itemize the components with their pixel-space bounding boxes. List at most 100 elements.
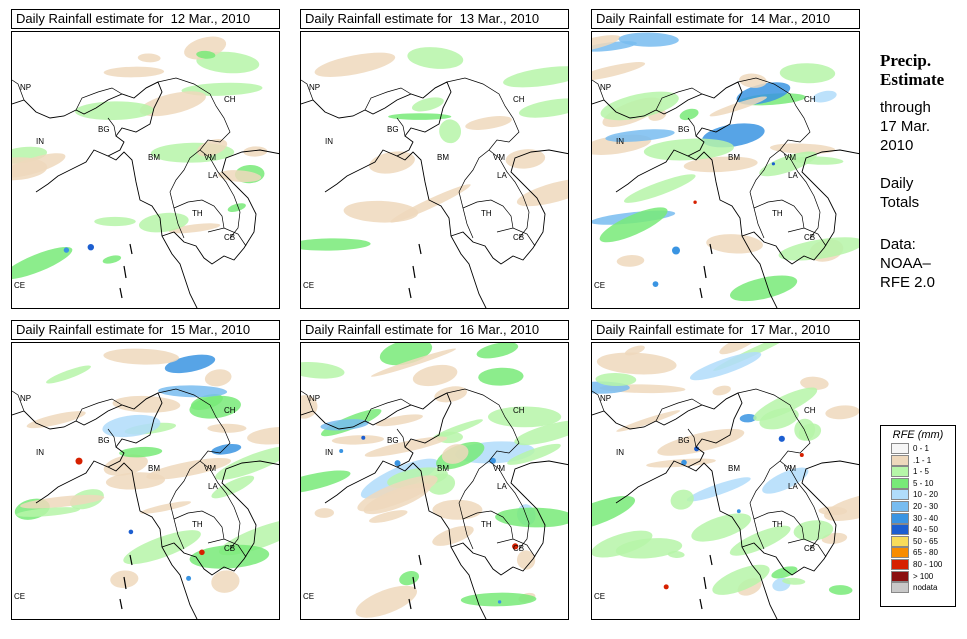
island-chain (412, 265, 416, 279)
region-label-in: IN (616, 448, 624, 457)
legend-swatch (891, 570, 909, 582)
island-chain (703, 576, 707, 590)
legend-swatch (891, 582, 909, 594)
rain-area (683, 156, 758, 173)
legend-label: 50 - 65 (913, 536, 938, 546)
region-label-cb: CB (224, 544, 235, 553)
rain-area (616, 255, 645, 267)
rain-area (369, 151, 415, 174)
rain-area (181, 82, 263, 96)
rain-area (794, 418, 816, 441)
heavy-rain-spot (186, 575, 192, 581)
data-text: Data: (880, 236, 916, 253)
rain-area (812, 90, 837, 103)
region-label-la: LA (788, 171, 798, 180)
legend-swatch (891, 558, 909, 570)
legend-swatch (891, 466, 909, 478)
island-chain (699, 287, 703, 299)
rain-area (516, 550, 536, 570)
rain-area (670, 489, 694, 510)
heavy-rain-spot (694, 446, 700, 452)
region-label-cb: CB (804, 544, 815, 553)
rain-area (595, 372, 637, 387)
side-date: through 17 Mar. 2010 (880, 98, 931, 155)
rain-area (592, 530, 653, 558)
rain-area (712, 385, 731, 396)
heavy-rain-spot (199, 549, 205, 556)
legend-item: 80 - 100 (881, 558, 955, 571)
legend-item: 5 - 10 (881, 477, 955, 490)
rainfall-panel-13-mar: Daily Rainfall estimate for 13 Mar., 201… (300, 9, 569, 309)
rain-area (592, 495, 636, 532)
rain-area (495, 507, 568, 528)
rain-area (211, 475, 255, 499)
country-borders (592, 77, 827, 247)
rain-area (600, 91, 679, 121)
map-svg: NP CH IN BG BM VM LA TH CB CE (301, 343, 568, 619)
region-label-ch: CH (513, 95, 525, 104)
rain-area (189, 395, 241, 419)
region-label-in: IN (36, 448, 44, 457)
rainfall-map: NP CH IN BG BM VM LA TH CB CE (591, 342, 860, 620)
heavy-rain-spot (512, 543, 519, 550)
map-svg: NP CH IN BG BM VM LA TH CB CE (592, 343, 859, 619)
coastline (592, 81, 859, 308)
rainfall-panel-15-mar: Daily Rainfall estimate for 15 Mar., 201… (11, 320, 280, 620)
island-chain (412, 576, 416, 590)
rain-area (301, 361, 345, 379)
rain-area (12, 246, 73, 280)
rain-area (343, 200, 419, 223)
island-chain (119, 287, 123, 299)
region-label-np: NP (20, 394, 31, 403)
rain-area (388, 113, 452, 120)
heavy-rain-spot (497, 600, 502, 604)
rain-area (646, 458, 716, 468)
map-svg: NP CH IN BG BM VM LA TH CB CE (12, 36, 279, 308)
legend-label: > 100 (913, 571, 934, 581)
region-label-th: TH (192, 209, 203, 218)
legend-item: 50 - 65 (881, 535, 955, 548)
rain-area (146, 458, 232, 480)
region-label-cb: CB (513, 233, 524, 242)
region-label-th: TH (772, 520, 783, 529)
rain-area (706, 234, 763, 254)
rain-area (592, 41, 637, 52)
rain-area (331, 435, 384, 445)
heavy-rain-spot (128, 529, 134, 535)
rainfall-panel-12-mar: Daily Rainfall estimate for 12 Mar., 201… (11, 9, 280, 309)
region-label-vm: VM (204, 153, 216, 162)
rain-area (736, 82, 791, 105)
rainfall-panel-16-mar: Daily Rainfall estimate for 16 Mar., 201… (300, 320, 569, 620)
legend-swatch (891, 512, 909, 524)
panel-title: Daily Rainfall estimate for 17 Mar., 201… (591, 320, 860, 340)
rain-area (432, 499, 483, 520)
heavy-rain-spot (672, 246, 680, 255)
coastline (301, 392, 568, 619)
region-label-ch: CH (513, 406, 525, 415)
rain-area (363, 483, 431, 515)
region-label-np: NP (309, 394, 320, 403)
island-chain (709, 554, 713, 566)
rain-area (769, 143, 836, 154)
rain-area (301, 395, 318, 419)
legend-label: 0 - 1 (913, 444, 930, 453)
region-label-vm: VM (493, 464, 505, 473)
rain-area (657, 428, 745, 456)
rain-area (599, 207, 668, 243)
coastline (12, 81, 279, 308)
heavy-rain-spot (736, 509, 741, 514)
heavy-rain-spot (663, 584, 669, 590)
rain-area (460, 592, 537, 607)
rain-area (779, 63, 836, 84)
side-title: Precip. Estimate (880, 51, 944, 89)
region-label-np: NP (309, 83, 320, 92)
region-label-th: TH (481, 209, 492, 218)
rain-area (301, 470, 351, 495)
island-chain (129, 243, 133, 255)
rain-area (320, 419, 369, 431)
rain-area (16, 507, 81, 517)
rain-area (624, 345, 645, 356)
coastline (301, 81, 568, 308)
rainfall-map: NP CH IN BG BM VM LA TH CB CE (591, 31, 860, 309)
